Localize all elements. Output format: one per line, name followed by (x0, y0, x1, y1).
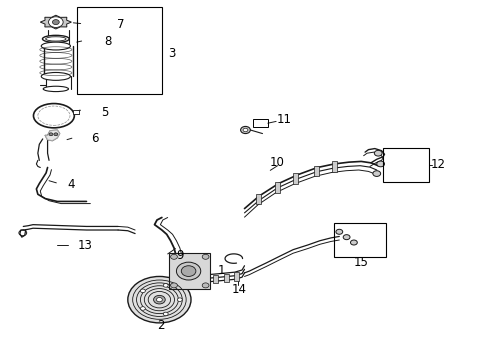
Polygon shape (40, 15, 71, 29)
Circle shape (181, 266, 196, 276)
Text: 5: 5 (101, 105, 108, 119)
Bar (73, 111, 79, 114)
Circle shape (54, 133, 58, 136)
Circle shape (376, 161, 384, 167)
Circle shape (243, 128, 247, 132)
Bar (224, 274, 228, 282)
Ellipse shape (41, 42, 70, 50)
Text: 11: 11 (276, 113, 291, 126)
Circle shape (49, 133, 53, 136)
Circle shape (202, 283, 208, 288)
Circle shape (140, 307, 145, 310)
Circle shape (163, 312, 168, 316)
Text: 6: 6 (91, 132, 99, 145)
Circle shape (372, 171, 380, 176)
Bar (334, 223, 385, 257)
Text: 1: 1 (217, 264, 224, 276)
Text: 4: 4 (67, 178, 75, 191)
Circle shape (52, 19, 59, 24)
Text: 7: 7 (117, 18, 124, 31)
Text: 2: 2 (156, 319, 164, 332)
Circle shape (343, 235, 349, 240)
Bar (274, 182, 279, 193)
Bar (382, 148, 428, 182)
Text: 13: 13 (78, 239, 92, 252)
Circle shape (373, 150, 381, 156)
Bar (212, 275, 217, 283)
Ellipse shape (42, 35, 69, 42)
Circle shape (170, 283, 177, 288)
Circle shape (140, 289, 145, 293)
Circle shape (156, 297, 162, 302)
Bar (255, 194, 260, 204)
Ellipse shape (43, 86, 68, 91)
Circle shape (176, 262, 201, 280)
Text: 10: 10 (269, 156, 284, 168)
Bar (169, 253, 210, 289)
Circle shape (240, 126, 250, 134)
Circle shape (127, 276, 191, 323)
Bar (234, 272, 239, 281)
Circle shape (177, 298, 182, 301)
Bar (77, 7, 162, 94)
Text: 8: 8 (104, 35, 112, 48)
Circle shape (163, 284, 168, 287)
Circle shape (350, 240, 357, 245)
Text: 3: 3 (167, 47, 175, 60)
Bar (331, 161, 336, 172)
Circle shape (335, 229, 342, 234)
Circle shape (153, 296, 165, 304)
Circle shape (202, 254, 208, 259)
Bar (292, 173, 297, 184)
Text: 12: 12 (429, 158, 445, 171)
Bar (313, 166, 318, 176)
Ellipse shape (45, 37, 66, 41)
Bar (253, 119, 267, 127)
Circle shape (170, 254, 177, 259)
Polygon shape (45, 130, 60, 141)
Text: 9: 9 (176, 249, 183, 262)
Text: 15: 15 (353, 256, 368, 269)
Circle shape (48, 17, 63, 27)
Ellipse shape (41, 72, 70, 80)
Text: 14: 14 (232, 283, 246, 296)
